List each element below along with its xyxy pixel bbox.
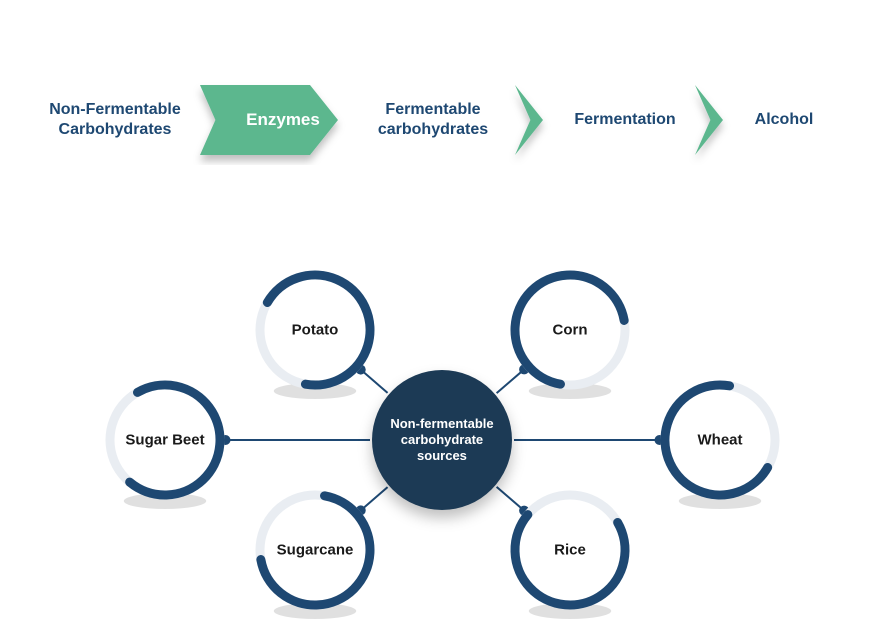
flow-step-label: Enzymes bbox=[246, 109, 320, 130]
radial-node: Corn bbox=[510, 270, 630, 390]
flow-step-label: Alcohol bbox=[755, 110, 814, 130]
radial-node-label: Wheat bbox=[698, 432, 743, 449]
flow-step-label: Non-Fermentable Carbohydrates bbox=[49, 100, 181, 140]
radial-node-label: Corn bbox=[553, 322, 588, 339]
radial-node: Potato bbox=[255, 270, 375, 390]
flow-step: Alcohol bbox=[739, 85, 829, 155]
flow-step: Fermentation bbox=[560, 85, 690, 155]
radial-node: Rice bbox=[510, 490, 630, 610]
radial-hub-label: Non-fermentable carbohydrate sources bbox=[390, 416, 493, 465]
flow-step: Fermentable carbohydrates bbox=[358, 85, 508, 155]
radial-diagram: Non-fermentable carbohydrate sources Pot… bbox=[0, 250, 884, 631]
radial-node: Sugarcane bbox=[255, 490, 375, 610]
process-flow: Non-Fermentable Carbohydrates Enzymes Ferm… bbox=[30, 75, 854, 165]
radial-node-label: Rice bbox=[554, 542, 586, 559]
flow-step: Non-Fermentable Carbohydrates bbox=[30, 85, 200, 155]
radial-node-label: Potato bbox=[292, 322, 339, 339]
flow-step-label: Fermentable carbohydrates bbox=[378, 100, 488, 140]
flow-chevron bbox=[515, 85, 543, 155]
radial-node-label: Sugarcane bbox=[277, 542, 354, 559]
flow-step-label: Fermentation bbox=[574, 110, 675, 130]
flow-step: Enzymes bbox=[237, 85, 329, 155]
radial-node-label: Sugar Beet bbox=[125, 432, 204, 449]
radial-node: Wheat bbox=[660, 380, 780, 500]
radial-hub: Non-fermentable carbohydrate sources bbox=[372, 370, 512, 510]
radial-node: Sugar Beet bbox=[105, 380, 225, 500]
flow-chevron bbox=[695, 85, 723, 155]
